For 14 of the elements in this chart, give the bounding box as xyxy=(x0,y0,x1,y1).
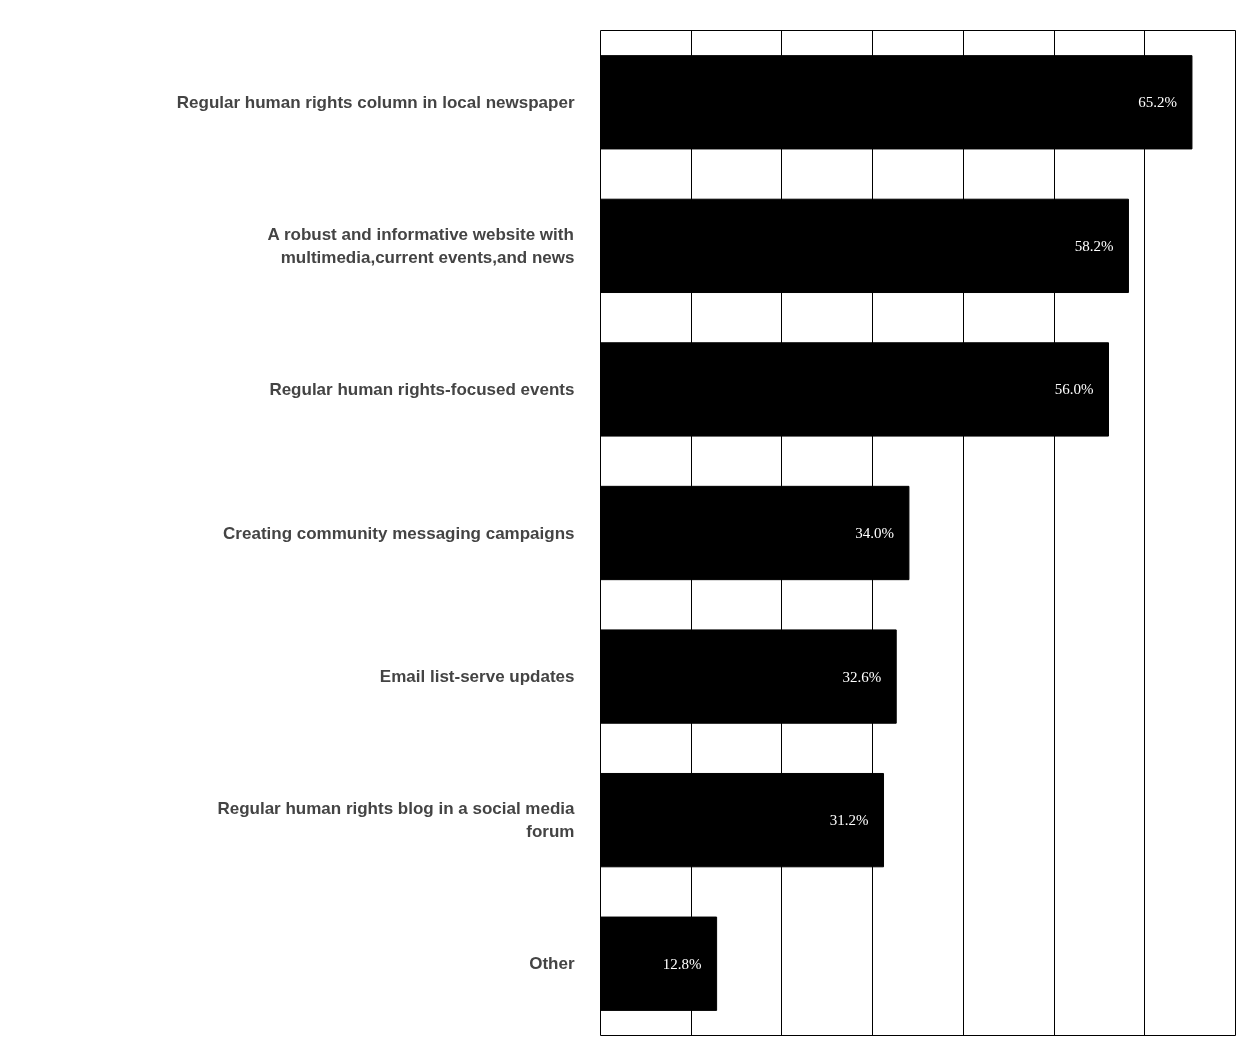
y-tick-label: Regular human rights column in local newspaper xyxy=(176,92,575,112)
data-label: 32.6% xyxy=(842,668,882,685)
y-tick-label: Regular human rights blog in a social media forum xyxy=(217,799,576,842)
data-label: 58.2% xyxy=(1074,237,1114,254)
y-tick-label: Other xyxy=(529,954,575,974)
y-tick-label: Regular human rights-focused events xyxy=(269,379,575,399)
data-label: 12.8% xyxy=(662,955,702,972)
data-label: 65.2% xyxy=(1138,94,1177,111)
y-tick-label: Creating community messaging campaigns xyxy=(223,523,575,543)
y-tick-label: Email list-serve updates xyxy=(379,667,575,687)
data-label: 56.0% xyxy=(1054,381,1094,398)
data-label: 34.0% xyxy=(855,525,894,541)
y-tick-label: A robust and informative website with multimedia,current events,and news xyxy=(267,224,575,267)
data-label: 31.2% xyxy=(829,812,869,829)
